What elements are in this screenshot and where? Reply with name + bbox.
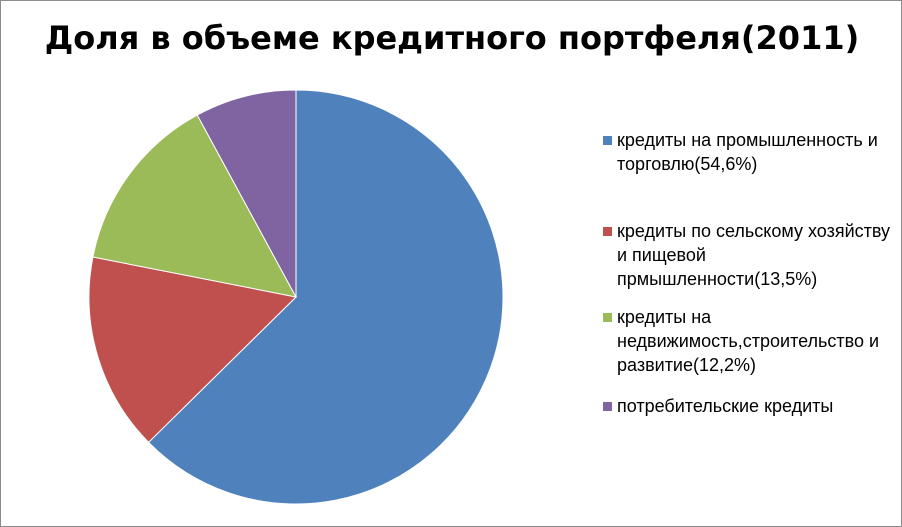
legend-swatch-consumer [603, 402, 612, 411]
legend-label-agriculture-food: кредиты по сельскому хозяйству и пищевой… [617, 221, 891, 289]
legend-label-consumer: потребительские кредиты [617, 396, 834, 416]
legend-swatch-agriculture-food [603, 227, 612, 236]
legend-label-industry-trade: кредиты на промышленность и торговлю(54,… [617, 130, 878, 174]
legend-label-real-estate: кредиты на недвижимость,строительство и … [617, 307, 880, 375]
legend-swatch-real-estate [603, 313, 612, 322]
legend-swatch-industry-trade [603, 136, 612, 145]
chart-title: Доля в объеме кредитного портфеля(2011) [44, 19, 860, 57]
pie-slice-agriculture-food [88, 256, 298, 444]
pie-slice-industry-trade [147, 89, 504, 505]
pie-slice-real-estate [92, 114, 297, 298]
pie-slice-consumer [196, 89, 297, 298]
